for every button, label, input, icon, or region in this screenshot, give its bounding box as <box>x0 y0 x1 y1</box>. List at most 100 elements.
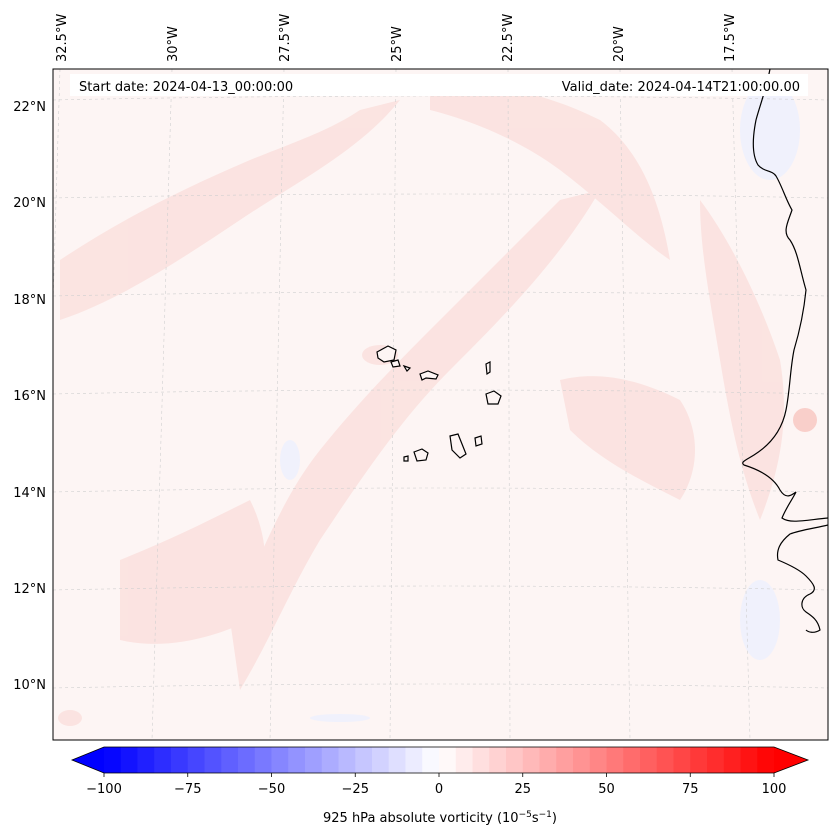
start-date: Start date: 2024-04-13_00:00:00 <box>79 80 293 95</box>
lon-label-25w: 25°W <box>390 26 405 62</box>
vorticity-field <box>58 86 817 726</box>
colorbar-tick-label: 50 <box>598 782 615 797</box>
lat-label-12n: 12°N <box>13 582 46 597</box>
colorbar-bin <box>154 747 172 773</box>
island-fogo <box>413 448 429 462</box>
parallel-18n <box>53 291 828 297</box>
colorbar-bin <box>640 747 658 773</box>
island-sao-vicente <box>390 359 401 368</box>
lat-label-10n: 10°N <box>13 678 46 693</box>
colorbar-bin <box>740 747 758 773</box>
colorbar-bin <box>472 747 490 773</box>
colorbar-bin <box>623 747 641 773</box>
colorbar-bin <box>589 747 607 773</box>
lon-label-32-5w: 32.5°W <box>55 14 70 62</box>
longitude-labels: 32.5°W 30°W 27.5°W 25°W 22.5°W 20°W 17.5… <box>55 14 738 62</box>
parallel-20n <box>53 193 828 199</box>
colorbar-bin <box>656 747 674 773</box>
vorticity-band-coast <box>700 200 784 520</box>
lon-label-17-5w: 17.5°W <box>723 14 738 62</box>
island-santa-luzia <box>402 364 412 372</box>
colorbar-extend-min <box>72 747 104 773</box>
colorbar-tick-label: 75 <box>682 782 699 797</box>
island-santiago <box>449 433 467 459</box>
colorbar-bin <box>506 747 524 773</box>
colorbar-bin <box>171 747 189 773</box>
colorbar-bin <box>405 747 423 773</box>
colorbar-tick-label: −75 <box>174 782 201 797</box>
meridian-20w <box>619 69 631 740</box>
meridian-27-5w <box>269 69 285 740</box>
colorbar-bin <box>305 747 323 773</box>
colorbar-bin <box>104 747 122 773</box>
negative-spot-2 <box>740 580 780 660</box>
colorbar-bin <box>137 747 155 773</box>
vorticity-band-west <box>60 100 400 320</box>
negative-vorticity-field <box>280 80 800 722</box>
header-box <box>70 74 808 96</box>
colorbar-bin <box>187 747 205 773</box>
lat-label-22n: 22°N <box>13 100 46 115</box>
vorticity-band-south <box>120 500 265 644</box>
colorbar: −100 −75 −50 −25 0 25 50 75 100 925 hPa absolute… <box>70 746 810 826</box>
parallel-16n <box>53 389 828 395</box>
colorbar-bin <box>388 747 406 773</box>
colorbar-extend-max <box>774 747 808 773</box>
lon-label-27-5w: 27.5°W <box>278 14 293 62</box>
lon-label-20w: 20°W <box>612 26 627 62</box>
meridian-25w <box>389 69 397 740</box>
vorticity-spot-1 <box>570 380 630 420</box>
island-sal <box>485 361 491 376</box>
vorticity-spot-4 <box>58 710 82 726</box>
colorbar-tick-label: 0 <box>435 782 443 797</box>
parallel-10n <box>53 683 828 689</box>
colorbar-tick-label: −50 <box>258 782 285 797</box>
colorbar-tick-label: −100 <box>86 782 122 797</box>
island-boa-vista <box>485 390 502 405</box>
colorbar-bin <box>707 747 725 773</box>
latitude-labels: 22°N 20°N 18°N 16°N 14°N 12°N 10°N <box>13 100 46 693</box>
valid-date: Valid_date: 2024-04-14T21:00:00.00 <box>562 80 800 95</box>
african-coastline <box>742 69 828 633</box>
negative-spot-3 <box>280 440 300 480</box>
island-santo-antao <box>376 345 397 363</box>
colorbar-bin <box>556 747 574 773</box>
colorbar-bin <box>757 747 775 773</box>
vorticity-spot-3 <box>793 408 817 432</box>
parallel-14n <box>53 487 828 493</box>
colorbar-bin <box>321 747 339 773</box>
colorbar-tick-label: 100 <box>762 782 787 797</box>
cape-verde-islands <box>376 345 502 462</box>
map-panel <box>53 69 828 740</box>
colorbar-bin <box>723 747 741 773</box>
colorbar-bin <box>690 747 708 773</box>
colorbar-bin <box>372 747 390 773</box>
lon-label-22-5w: 22.5°W <box>501 14 516 62</box>
negative-spot-4 <box>310 714 370 722</box>
colorbar-bins <box>104 747 775 773</box>
parallel-12n <box>53 585 828 591</box>
lat-label-18n: 18°N <box>13 293 46 308</box>
colorbar-bin <box>489 747 507 773</box>
colorbar-bin <box>455 747 473 773</box>
lat-label-16n: 16°N <box>13 389 46 404</box>
island-maio <box>474 435 483 447</box>
colorbar-bin <box>573 747 591 773</box>
colorbar-bin <box>221 747 239 773</box>
map-frame <box>52 68 829 741</box>
colorbar-bin <box>355 747 373 773</box>
island-sao-nicolau <box>419 370 439 381</box>
colorbar-bin <box>539 747 557 773</box>
colorbar-bin <box>120 747 138 773</box>
vorticity-band-northeast <box>430 86 670 260</box>
colorbar-bin <box>338 747 356 773</box>
colorbar-bin <box>288 747 306 773</box>
island-brava <box>403 455 409 462</box>
lat-label-14n: 14°N <box>13 486 46 501</box>
meridian-17-5w <box>731 69 751 740</box>
colorbar-tick-label: 25 <box>514 782 531 797</box>
meridian-22-5w <box>507 69 511 740</box>
colorbar-bin <box>238 747 256 773</box>
colorbar-bin <box>422 747 440 773</box>
